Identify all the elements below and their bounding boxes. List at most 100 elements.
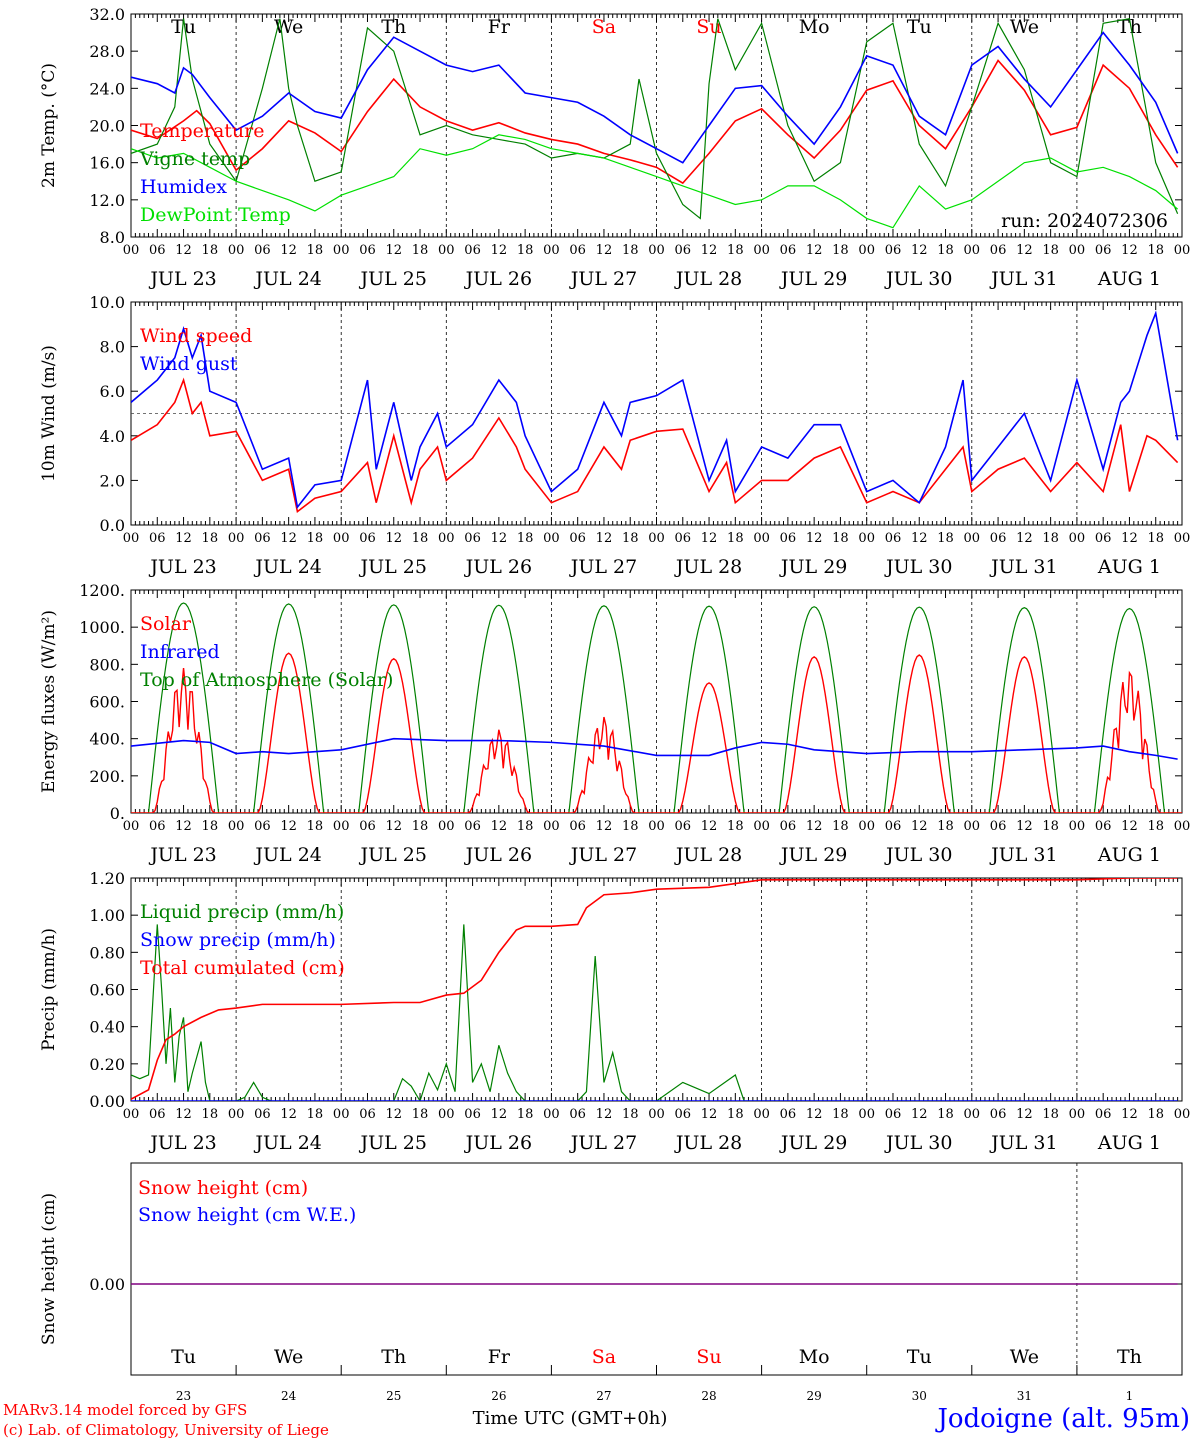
hour-tick-label: 06 xyxy=(464,531,481,546)
hour-tick-label: 00 xyxy=(648,243,665,258)
hour-tick-label: 00 xyxy=(858,531,875,546)
hour-tick-label: 12 xyxy=(175,531,192,546)
y-tick-label: 16.0 xyxy=(89,154,125,173)
weekday-label: Th xyxy=(1117,1346,1142,1368)
date-label: JUL 31 xyxy=(989,844,1057,866)
weekday-label: Fr xyxy=(488,16,511,38)
hour-tick-label: 12 xyxy=(701,819,718,834)
hour-tick-label: 18 xyxy=(1042,1107,1059,1122)
hour-tick-label: 12 xyxy=(385,819,402,834)
hour-tick-label: 00 xyxy=(964,1107,981,1122)
hour-tick-label: 00 xyxy=(333,531,350,546)
date-label: JUL 28 xyxy=(674,844,742,866)
hour-tick-label: 00 xyxy=(964,243,981,258)
y-tick-label: 8.0 xyxy=(100,228,125,247)
series-line-wind-speed xyxy=(131,377,1179,514)
hour-tick-label: 06 xyxy=(149,243,166,258)
date-label: JUL 31 xyxy=(989,556,1057,578)
day-number-label: 27 xyxy=(596,1389,611,1403)
y-tick-label: 200. xyxy=(89,767,125,786)
weekday-label: Tu xyxy=(171,16,196,38)
weekday-label: Th xyxy=(381,16,406,38)
hour-tick-label: 18 xyxy=(727,1107,744,1122)
hour-tick-label: 06 xyxy=(254,1107,271,1122)
date-label: JUL 25 xyxy=(359,844,427,866)
y-tick-label: 20.0 xyxy=(89,117,125,136)
y-tick-label: 0.60 xyxy=(89,981,125,1000)
hour-tick-label: 00 xyxy=(648,531,665,546)
hour-tick-label: 00 xyxy=(1069,1107,1086,1122)
hour-tick-label: 18 xyxy=(622,531,639,546)
hour-tick-label: 00 xyxy=(753,819,770,834)
hour-tick-label: 06 xyxy=(780,819,797,834)
weekday-label: Th xyxy=(381,1346,406,1368)
panel-snow: 0.00 Snow height (cm) Tu We Th Fr Sa Su Mo Tu We Th… xyxy=(39,1162,1183,1403)
day-number-label: 29 xyxy=(807,1389,822,1403)
hour-tick-label: 06 xyxy=(149,819,166,834)
date-label: JUL 29 xyxy=(779,556,847,578)
y-tick-label: 2.0 xyxy=(100,471,125,490)
weekday-label: Fr xyxy=(488,1346,511,1368)
hour-tick-label: 12 xyxy=(491,819,508,834)
day-number-label: 30 xyxy=(912,1389,927,1403)
hour-tick-label: 18 xyxy=(727,819,744,834)
hour-tick-label: 12 xyxy=(1121,819,1138,834)
legend-entry: Snow height (cm W.E.) xyxy=(138,1204,356,1226)
hour-tick-label: 18 xyxy=(307,1107,324,1122)
legend-entry: Snow precip (mm/h) xyxy=(140,929,336,951)
date-label: JUL 24 xyxy=(253,556,321,578)
legend-entry: Vigne temp xyxy=(139,148,250,170)
date-label: JUL 30 xyxy=(884,268,952,290)
weekday-label: Su xyxy=(696,1346,721,1368)
y-tick-label: 1.00 xyxy=(89,906,125,925)
hour-tick-label: 12 xyxy=(1121,243,1138,258)
y-tick-label: 10.0 xyxy=(89,293,125,312)
hour-tick-label: 00 xyxy=(648,819,665,834)
hour-tick-label: 12 xyxy=(806,531,823,546)
hour-tick-label: 06 xyxy=(569,1107,586,1122)
hour-tick-label: 00 xyxy=(1174,1107,1191,1122)
hour-tick-label: 00 xyxy=(543,1107,560,1122)
weekday-label: Tu xyxy=(171,1346,196,1368)
weekday-label: Tu xyxy=(907,1346,932,1368)
date-label: JUL 23 xyxy=(148,268,216,290)
series-line-vigne-temp xyxy=(131,17,1179,220)
date-label: JUL 27 xyxy=(569,1132,637,1154)
hour-tick-label: 00 xyxy=(123,531,140,546)
hour-tick-label: 12 xyxy=(175,819,192,834)
date-label: JUL 25 xyxy=(359,268,427,290)
legend-entry: Temperature xyxy=(140,120,264,142)
hour-tick-label: 18 xyxy=(307,531,324,546)
hour-tick-label: 06 xyxy=(569,243,586,258)
footer-model-credit: MARv3.14 model forced by GFS xyxy=(3,1401,247,1419)
hour-tick-label: 12 xyxy=(596,531,613,546)
hour-tick-label: 18 xyxy=(517,243,534,258)
y-axis-label: 10m Wind (m/s) xyxy=(39,345,59,482)
hour-tick-label: 06 xyxy=(464,819,481,834)
hour-tick-label: 00 xyxy=(333,243,350,258)
hour-tick-label: 00 xyxy=(228,819,245,834)
date-label: JUL 30 xyxy=(884,556,952,578)
station-name: Jodoigne (alt. 95m) xyxy=(934,1404,1190,1434)
y-tick-label: 4.0 xyxy=(100,427,125,446)
hour-tick-label: 18 xyxy=(622,819,639,834)
hour-tick-label: 06 xyxy=(990,531,1007,546)
panel-precip: 0.00 0.20 0.40 0.60 0.80 1.00 1.20 Precip (mm/h… xyxy=(39,869,1190,1154)
hour-tick-label: 18 xyxy=(937,531,954,546)
hour-tick-label: 18 xyxy=(517,819,534,834)
hour-tick-label: 18 xyxy=(202,1107,219,1122)
date-label: AUG 1 xyxy=(1097,556,1161,578)
hour-tick-label: 18 xyxy=(1042,819,1059,834)
hour-tick-label: 00 xyxy=(543,531,560,546)
hour-tick-label: 06 xyxy=(885,819,902,834)
hour-tick-label: 12 xyxy=(911,243,928,258)
hour-tick-label: 00 xyxy=(1069,819,1086,834)
day-number-label: 24 xyxy=(281,1389,297,1403)
date-label: JUL 27 xyxy=(569,268,637,290)
hour-tick-label: 06 xyxy=(149,531,166,546)
hour-tick-label: 12 xyxy=(280,243,297,258)
hour-tick-label: 06 xyxy=(359,531,376,546)
legend-entry: Infrared xyxy=(140,641,220,663)
series-line-wind-gust xyxy=(131,310,1179,510)
hour-tick-label: 18 xyxy=(937,819,954,834)
